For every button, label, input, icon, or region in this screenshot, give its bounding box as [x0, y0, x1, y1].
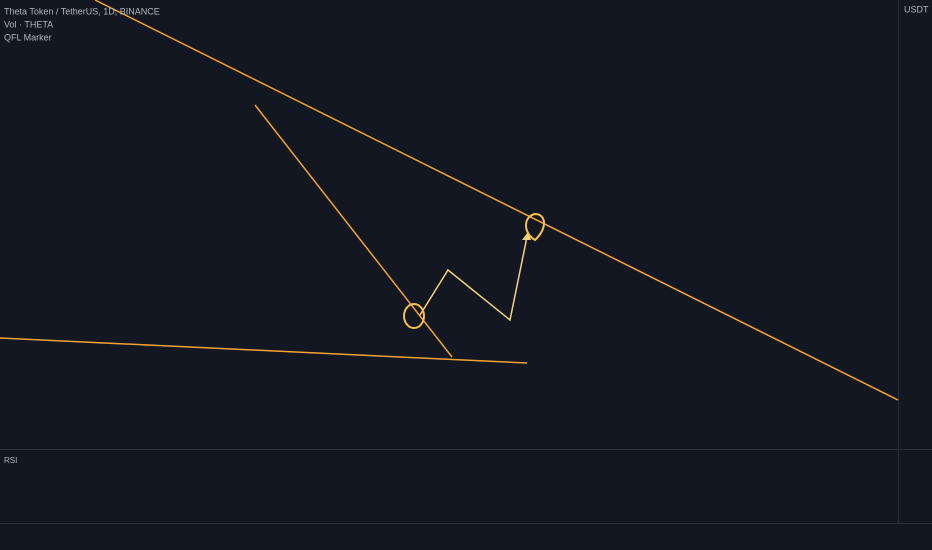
trendline — [0, 337, 528, 364]
currency-label: USDT — [904, 4, 929, 14]
drawings — [0, 0, 899, 401]
chart-title: Theta Token / TetherUS, 1D, BINANCE — [4, 6, 160, 16]
projection-path — [419, 231, 529, 322]
trendline — [94, 0, 899, 401]
indicator-label: QFL Marker — [4, 32, 52, 42]
rsi-title: RSI — [4, 456, 17, 465]
target-marker — [525, 212, 545, 242]
circle-marker — [403, 303, 425, 329]
trendline — [254, 104, 453, 358]
indicator-label: Vol · THETA — [4, 19, 53, 29]
labels: Theta Token / TetherUS, 1D, BINANCE Vol … — [4, 4, 929, 465]
